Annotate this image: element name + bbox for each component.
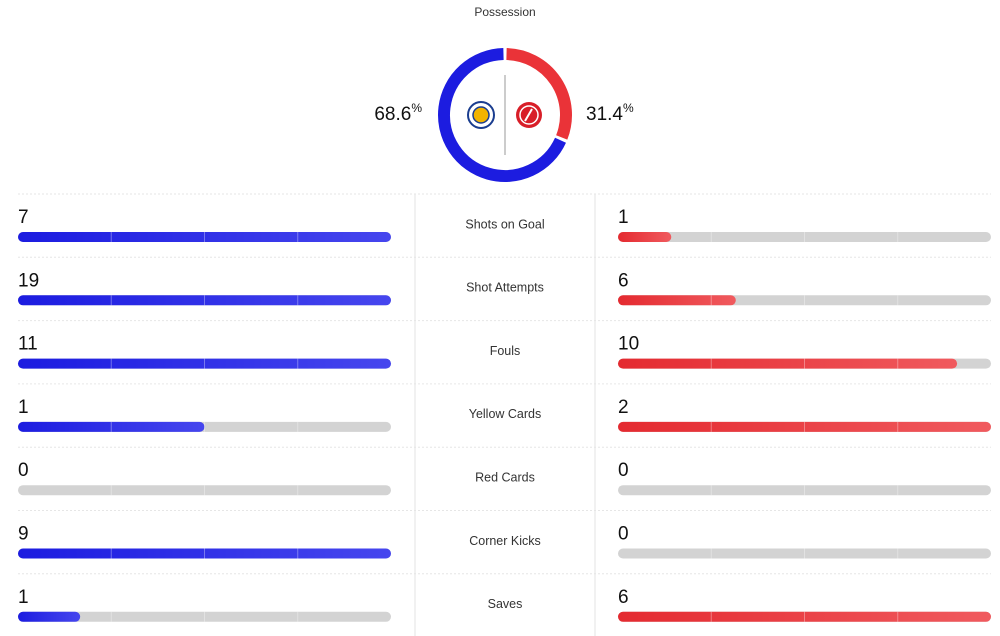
- away-bar: [618, 232, 672, 242]
- away-value: 10: [618, 334, 639, 355]
- bar-track: [18, 611, 391, 622]
- home-value: 9: [18, 524, 29, 545]
- away-bar: [618, 421, 991, 432]
- home-possession: 68.6%: [374, 101, 422, 125]
- away-bar: [618, 358, 958, 369]
- possession-title: Possession: [474, 5, 535, 19]
- away-segment: [506, 48, 572, 140]
- stat-label: Shots on Goal: [465, 217, 544, 231]
- away-value: 6: [618, 270, 629, 291]
- away-value: 0: [618, 460, 629, 481]
- home-segment: [438, 48, 566, 182]
- away-possession-value: 31.4: [586, 104, 623, 125]
- home-value: 7: [18, 207, 29, 228]
- stat-label: Corner Kicks: [469, 534, 541, 548]
- stat-label: Fouls: [490, 344, 521, 358]
- home-bar: [18, 548, 391, 559]
- away-possession: 31.4%: [586, 101, 634, 125]
- unit: %: [411, 101, 422, 115]
- home-value: 1: [18, 587, 29, 608]
- home-possession-value: 68.6: [374, 104, 411, 125]
- home-bar: [18, 421, 205, 432]
- home-value: 19: [18, 270, 39, 291]
- away-value: 2: [618, 397, 629, 418]
- stat-label: Saves: [488, 597, 523, 611]
- away-logo: [516, 102, 542, 128]
- home-value: 11: [18, 334, 38, 355]
- bar-track: [18, 485, 391, 496]
- home-bar: [18, 358, 391, 369]
- home-bar: [18, 611, 81, 622]
- away-value: 6: [618, 587, 629, 608]
- home-bar: [18, 232, 391, 242]
- home-value: 0: [18, 460, 29, 481]
- away-value: 1: [618, 207, 629, 228]
- unit: %: [623, 101, 634, 115]
- home-logo: [467, 101, 495, 129]
- away-bar: [618, 295, 736, 306]
- stat-label: Red Cards: [475, 470, 535, 484]
- away-bar: [618, 611, 991, 622]
- stat-label: Yellow Cards: [469, 407, 542, 421]
- home-bar: [18, 295, 391, 306]
- bar-track: [618, 232, 991, 242]
- bar-track: [618, 548, 991, 559]
- bar-track: [618, 485, 991, 496]
- stat-label: Shot Attempts: [466, 281, 544, 295]
- away-value: 0: [618, 524, 629, 545]
- home-value: 1: [18, 397, 29, 418]
